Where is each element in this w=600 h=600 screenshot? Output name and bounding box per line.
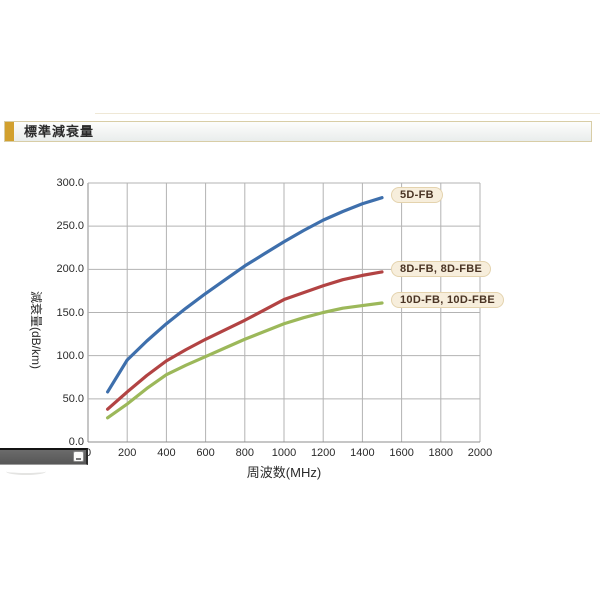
- ghost-artifact: [6, 468, 46, 475]
- y-tick-label: 150.0: [56, 306, 84, 319]
- series-line-0: [105, 196, 384, 394]
- x-tick-label: 0: [84, 447, 92, 459]
- window-fragment[interactable]: [0, 448, 88, 465]
- y-tick-label: 200.0: [56, 263, 84, 276]
- x-tick-label: 1200: [310, 447, 336, 459]
- series-line-1: [105, 270, 384, 411]
- x-tick-label: 1000: [271, 447, 297, 459]
- x-tick-label: 800: [235, 447, 254, 459]
- x-tick-label: 1800: [428, 447, 454, 459]
- y-tick-label: 100.0: [56, 349, 84, 362]
- section-header: 標準減衰量: [4, 121, 592, 142]
- header-accent-bar: [5, 122, 14, 141]
- x-tick-label: 600: [196, 447, 215, 459]
- x-tick-label: 400: [157, 447, 176, 459]
- faint-divider: [95, 113, 600, 114]
- x-tick-label: 200: [118, 447, 137, 459]
- series-label-10d-fb: 10D-FB, 10D-FBE: [391, 292, 504, 308]
- x-tick-label: 1400: [350, 447, 375, 459]
- restore-window-button[interactable]: [73, 451, 84, 462]
- y-axis-title: 減衰量(dB/km): [29, 290, 43, 369]
- x-tick-label: 1600: [389, 447, 414, 459]
- x-tick-label: 2000: [467, 447, 493, 459]
- y-tick-label: 0.0: [68, 436, 84, 448]
- y-tick-label: 300.0: [56, 177, 84, 189]
- series-label-5d-fb: 5D-FB: [391, 186, 443, 203]
- series-label-8d-fb: 8D-FB, 8D-FBE: [391, 260, 492, 277]
- series-line-2: [105, 301, 384, 420]
- section-title: 標準減衰量: [24, 124, 95, 139]
- x-axis-title: 周波数(MHz): [246, 465, 322, 480]
- window-restore-icon: [76, 458, 81, 460]
- y-tick-label: 250.0: [56, 220, 84, 233]
- y-tick-label: 50.0: [62, 392, 84, 405]
